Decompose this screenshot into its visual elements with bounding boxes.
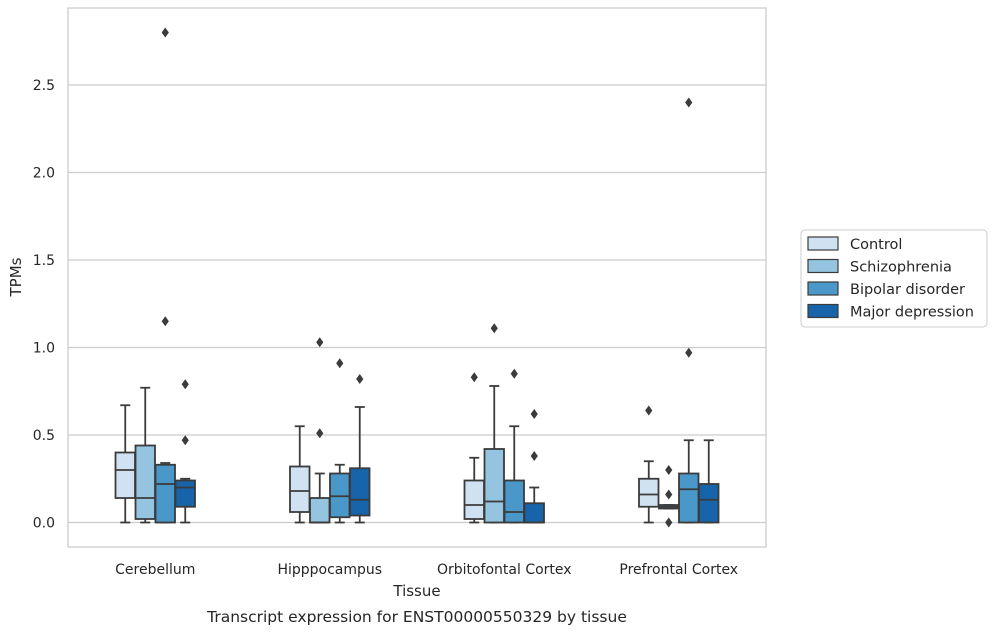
chart-caption: Transcript expression for ENST0000055032… xyxy=(206,608,627,626)
outlier-point xyxy=(161,316,169,327)
box-plot xyxy=(114,404,136,524)
y-tick-label: 1.0 xyxy=(33,341,55,357)
box-plot xyxy=(349,374,371,524)
outlier-point xyxy=(530,451,538,461)
outlier-point xyxy=(510,368,518,379)
box-iqr xyxy=(134,444,156,520)
plot-background xyxy=(68,8,766,547)
outlier-point xyxy=(470,372,478,383)
box-plot xyxy=(503,368,525,524)
box-plot xyxy=(523,409,545,524)
x-tick-label: Cerebellum xyxy=(115,562,195,578)
legend-label: Major depression xyxy=(850,305,974,321)
outlier-point xyxy=(356,374,364,384)
box-iqr xyxy=(114,451,136,499)
box-iqr xyxy=(698,483,720,524)
outlier-point xyxy=(490,323,498,334)
box-iqr xyxy=(309,497,331,524)
y-tick-label: 1.5 xyxy=(33,253,55,269)
outlier-point xyxy=(665,465,673,475)
box-plot xyxy=(174,379,196,524)
plot-frame xyxy=(67,7,767,548)
y-tick-label: 2.0 xyxy=(33,166,55,182)
box-plot xyxy=(658,465,680,528)
legend-swatch xyxy=(807,303,839,319)
box-plot xyxy=(638,405,660,524)
y-axis-label: TPMs xyxy=(7,257,25,297)
x-tick-label: Hipppocampus xyxy=(277,562,382,578)
outlier-point xyxy=(181,379,189,390)
box-iqr xyxy=(503,479,525,524)
outlier-point xyxy=(665,517,673,528)
box-iqr xyxy=(463,479,485,520)
outlier-point xyxy=(316,337,324,348)
outlier-point xyxy=(181,435,189,446)
box-groups xyxy=(114,27,720,528)
y-tick-label: 0.0 xyxy=(33,516,55,532)
box-plot xyxy=(289,425,311,524)
box-iqr xyxy=(483,448,505,524)
box-iqr xyxy=(349,467,371,517)
outlier-point xyxy=(665,489,673,500)
x-axis-label: Tissue xyxy=(392,582,440,600)
legend-swatch xyxy=(807,236,839,251)
x-axis-ticks: Cerebellum Hipppocampus Orbitofontal Corte… xyxy=(115,562,738,578)
outlier-point xyxy=(685,347,693,358)
box-iqr xyxy=(638,477,660,508)
outlier-point xyxy=(161,27,169,38)
legend-label: Schizophrenia xyxy=(850,260,952,276)
legend: Control Schizophrenia Bipolar disorder Majo… xyxy=(800,229,988,328)
legend-label: Bipolar disorder xyxy=(850,282,965,298)
outlier-point xyxy=(685,97,693,108)
x-tick-label: Orbitofontal Cortex xyxy=(437,562,572,578)
outlier-point xyxy=(645,405,653,416)
outlier-point xyxy=(530,409,538,419)
outlier-point xyxy=(316,428,324,439)
box-iqr xyxy=(289,465,311,513)
box-iqr xyxy=(154,463,176,524)
legend-swatch xyxy=(807,258,839,274)
box-iqr xyxy=(678,472,700,524)
box-iqr xyxy=(523,502,545,524)
legend-label: Control xyxy=(850,237,902,253)
x-tick-label: Prefrontal Cortex xyxy=(619,562,738,578)
box-plot xyxy=(698,439,720,524)
legend-swatch xyxy=(807,281,839,296)
y-tick-label: 2.5 xyxy=(33,78,55,94)
box-iqr xyxy=(174,479,196,508)
legend-frame xyxy=(800,229,988,328)
y-axis-ticks: 0.0 0.5 1.0 1.5 2.0 2.5 xyxy=(33,78,55,532)
outlier-point xyxy=(336,358,344,369)
y-tick-label: 0.5 xyxy=(33,428,55,444)
